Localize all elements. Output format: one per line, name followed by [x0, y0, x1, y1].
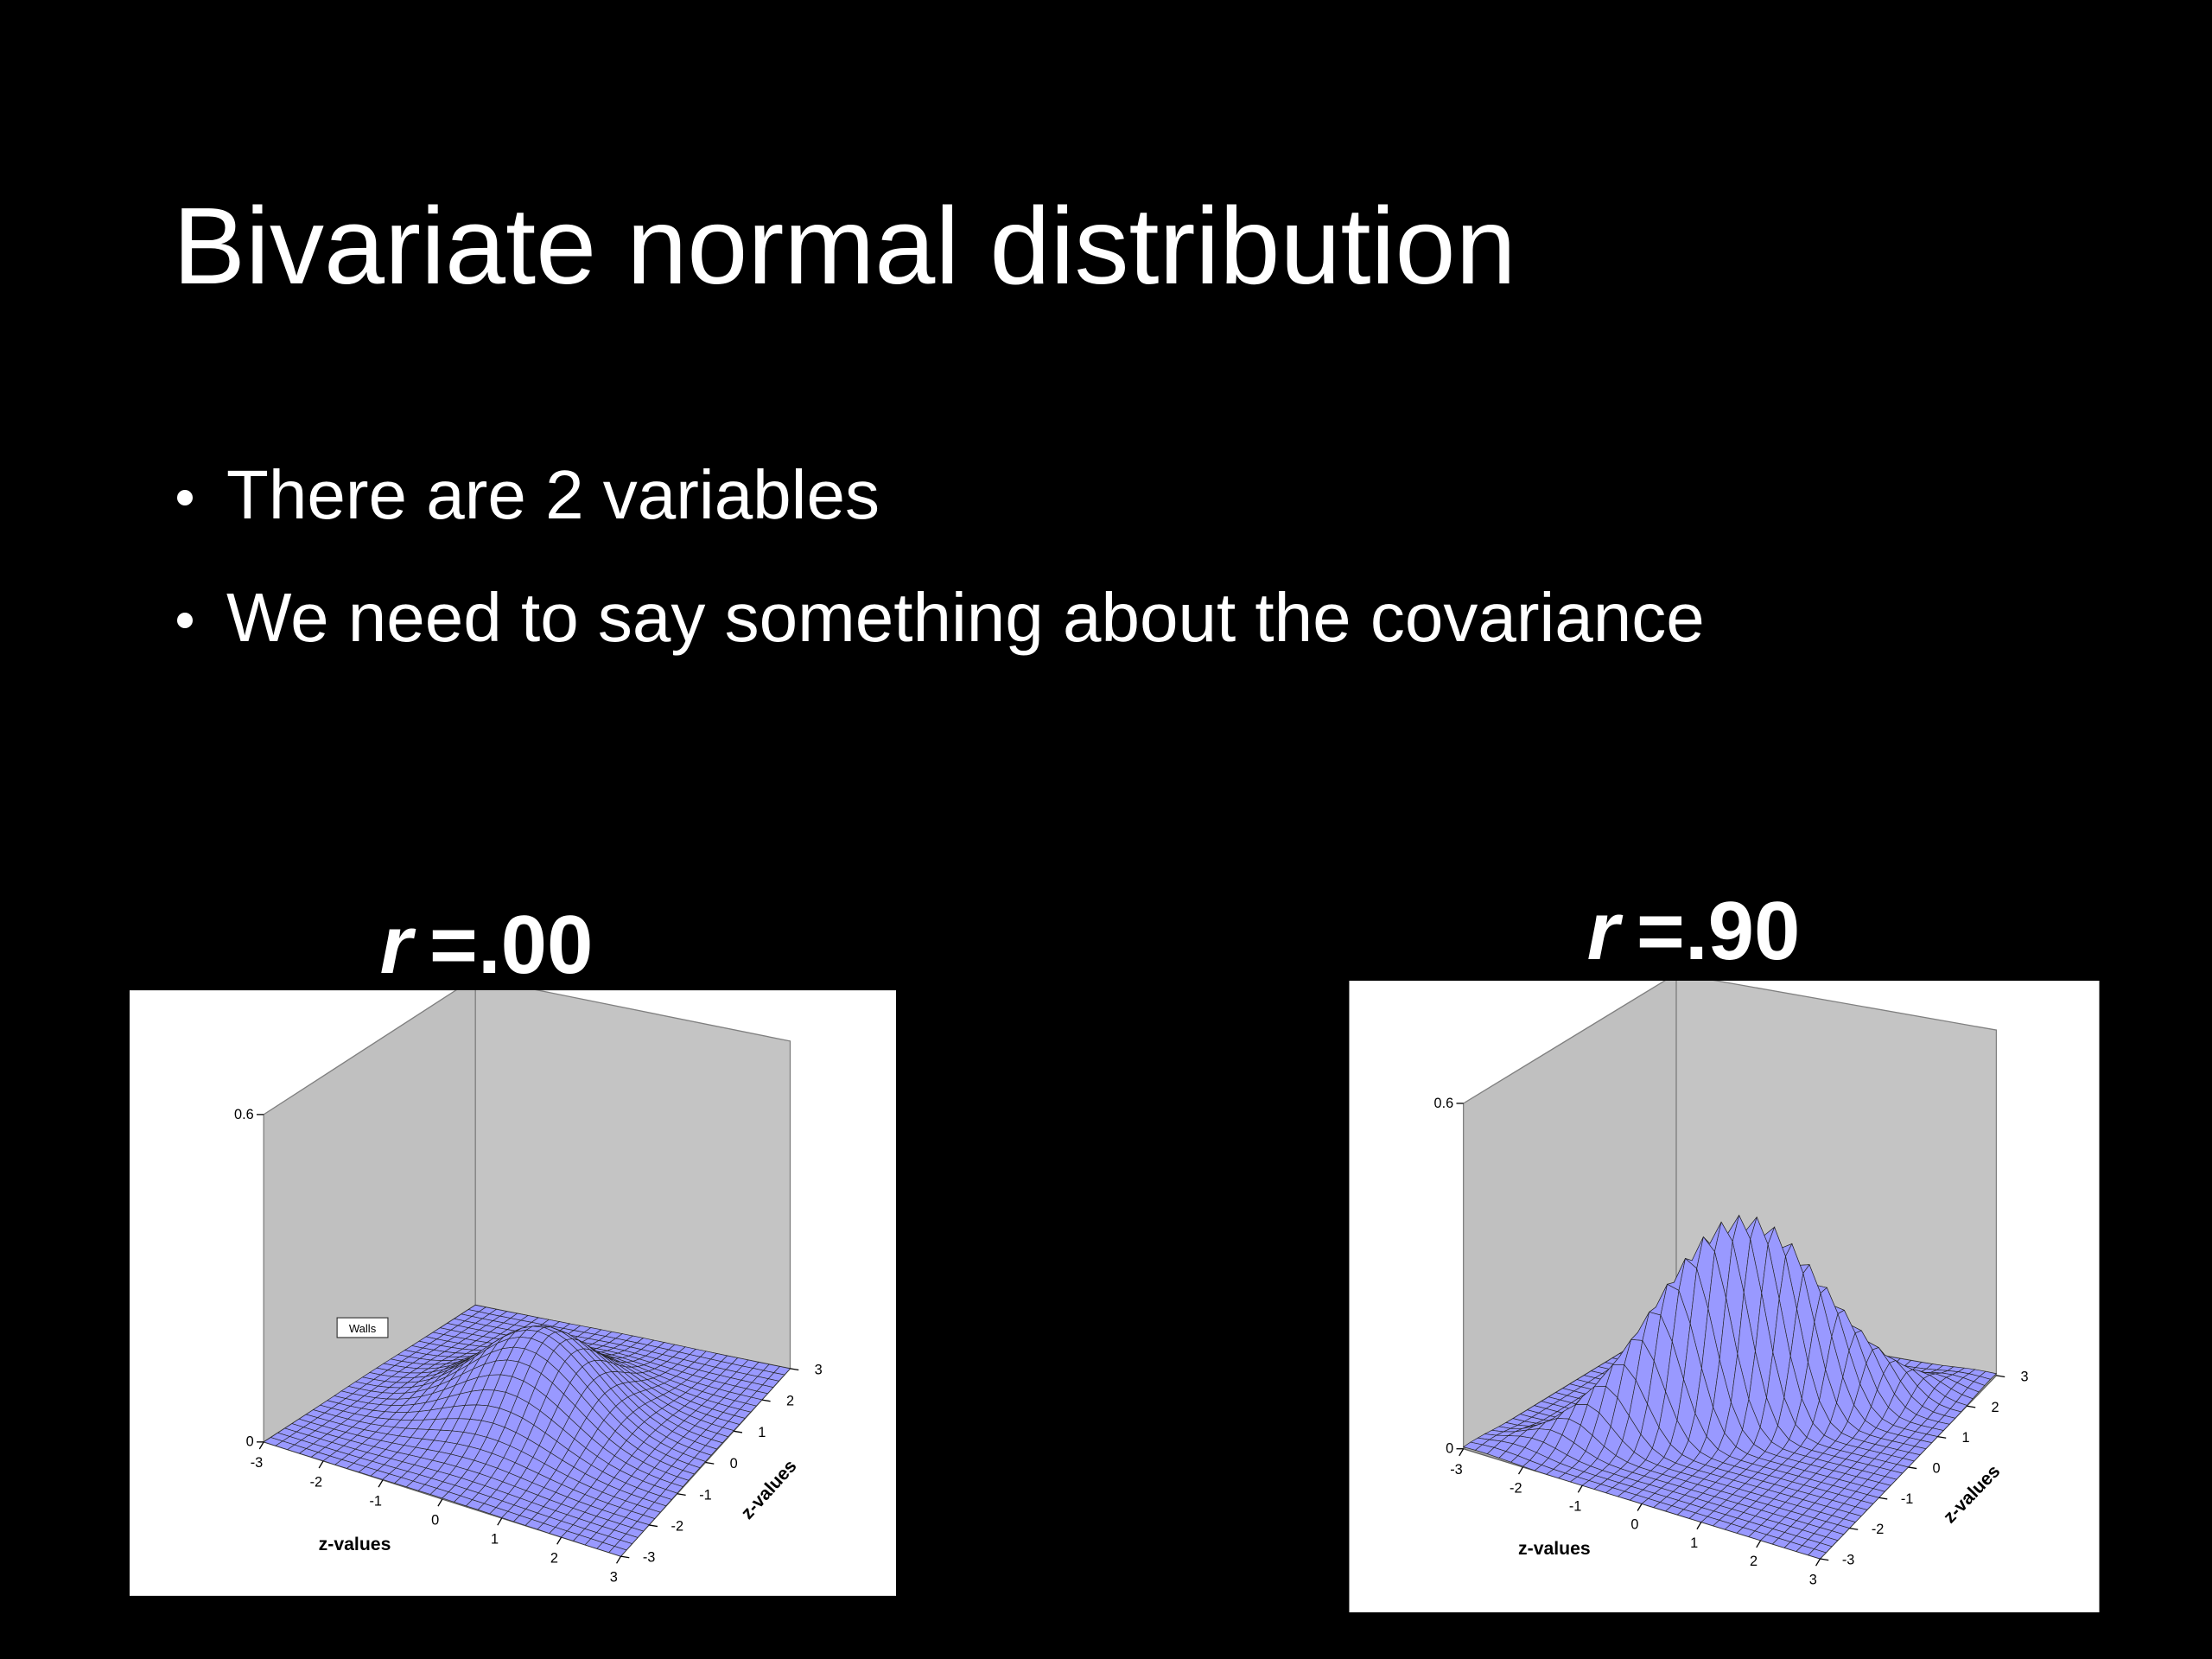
x-tick — [556, 1536, 563, 1545]
surface — [263, 1305, 791, 1557]
y-tick-label: -1 — [699, 1487, 712, 1503]
chart-label: r =.00 — [380, 899, 594, 991]
x-tick — [437, 1498, 443, 1507]
z-tick-label: 0.6 — [234, 1107, 254, 1122]
x-tick-label: -2 — [310, 1474, 323, 1490]
y-tick-label: -3 — [643, 1550, 656, 1566]
tooltip-box — [336, 1317, 389, 1338]
x-tick — [1637, 1503, 1643, 1511]
x-tick — [1577, 1484, 1583, 1493]
y-tick — [649, 1524, 658, 1528]
symbol: r — [1587, 885, 1624, 977]
y-tick — [1908, 1466, 1917, 1470]
z-tick-label: 0.6 — [1434, 1096, 1454, 1111]
x-axis-title: z-values — [1518, 1539, 1591, 1559]
y-tick — [1996, 1375, 2005, 1378]
y-tick — [790, 1368, 799, 1371]
bullet-text: We need to say something about the covar… — [226, 579, 1705, 656]
y-tick-label: 0 — [730, 1456, 738, 1471]
y-tick — [705, 1461, 715, 1465]
y-tick — [1937, 1435, 1947, 1439]
y-tick — [734, 1430, 743, 1433]
symbol: r — [380, 899, 416, 991]
y-tick-label: -3 — [1842, 1553, 1855, 1568]
bullet-dot — [177, 490, 193, 505]
x-tick — [1756, 1540, 1762, 1548]
y-tick-label: 3 — [2021, 1369, 2029, 1384]
y-tick-label: -2 — [1872, 1522, 1885, 1537]
y-tick-label: 0 — [1933, 1460, 1941, 1476]
chart: -3-2-10123-3-2-1012300.6z-valuesz-values… — [130, 990, 896, 1596]
y-tick-label: 3 — [815, 1362, 823, 1377]
y-tick-label: 1 — [1962, 1430, 1970, 1446]
x-tick — [616, 1555, 622, 1564]
y-tick-label: 2 — [786, 1394, 794, 1409]
x-tick-label: 3 — [610, 1570, 618, 1586]
surface — [1462, 1214, 1998, 1560]
chart-label: r =.90 — [1587, 885, 1801, 977]
x-tick-label: -1 — [1569, 1499, 1582, 1515]
y-tick — [1849, 1527, 1859, 1530]
z-tick-label: 0 — [246, 1434, 254, 1450]
tooltip: Walls — [349, 1322, 377, 1335]
x-tick-label: 0 — [431, 1512, 439, 1528]
x-tick-label: -1 — [370, 1493, 383, 1509]
y-tick — [1820, 1558, 1829, 1561]
x-tick — [497, 1517, 503, 1526]
y-tick-label: -2 — [671, 1518, 684, 1534]
x-tick — [378, 1479, 384, 1488]
y-tick-label: -1 — [1901, 1491, 1914, 1507]
y-tick — [677, 1493, 686, 1497]
x-tick — [1696, 1522, 1702, 1530]
x-tick-label: 2 — [550, 1551, 558, 1567]
y-tick — [1878, 1497, 1888, 1500]
correlation-label: =.00 — [429, 899, 594, 991]
slide-title: Bivariate normal distribution — [173, 185, 1516, 307]
x-tick — [1459, 1448, 1465, 1457]
surface-cell — [1808, 1548, 1827, 1560]
x-tick-label: 1 — [1690, 1535, 1698, 1551]
y-tick — [1967, 1405, 1976, 1408]
x-tick-label: -3 — [251, 1455, 264, 1471]
x-axis-title: z-values — [319, 1535, 391, 1554]
x-tick — [1517, 1466, 1523, 1475]
bullet-dot — [177, 613, 193, 628]
x-tick — [258, 1441, 264, 1450]
x-tick-label: 2 — [1750, 1554, 1758, 1569]
wall — [474, 990, 791, 1370]
x-tick-label: 1 — [491, 1531, 499, 1547]
y-tick — [620, 1555, 630, 1559]
y-tick-label: 2 — [1992, 1400, 1999, 1415]
y-tick-label: 1 — [758, 1425, 766, 1440]
x-tick-label: -3 — [1450, 1462, 1463, 1478]
surface-cell — [608, 1546, 627, 1557]
y-tick — [761, 1399, 771, 1402]
x-tick-label: -2 — [1510, 1480, 1522, 1496]
x-tick — [1815, 1558, 1821, 1567]
bullet-text: There are 2 variables — [226, 456, 880, 533]
z-tick-label: 0 — [1446, 1441, 1453, 1457]
correlation-label: =.90 — [1637, 885, 1801, 977]
x-tick-label: 0 — [1630, 1517, 1638, 1533]
x-tick-label: 3 — [1809, 1572, 1817, 1587]
x-tick — [318, 1460, 324, 1469]
